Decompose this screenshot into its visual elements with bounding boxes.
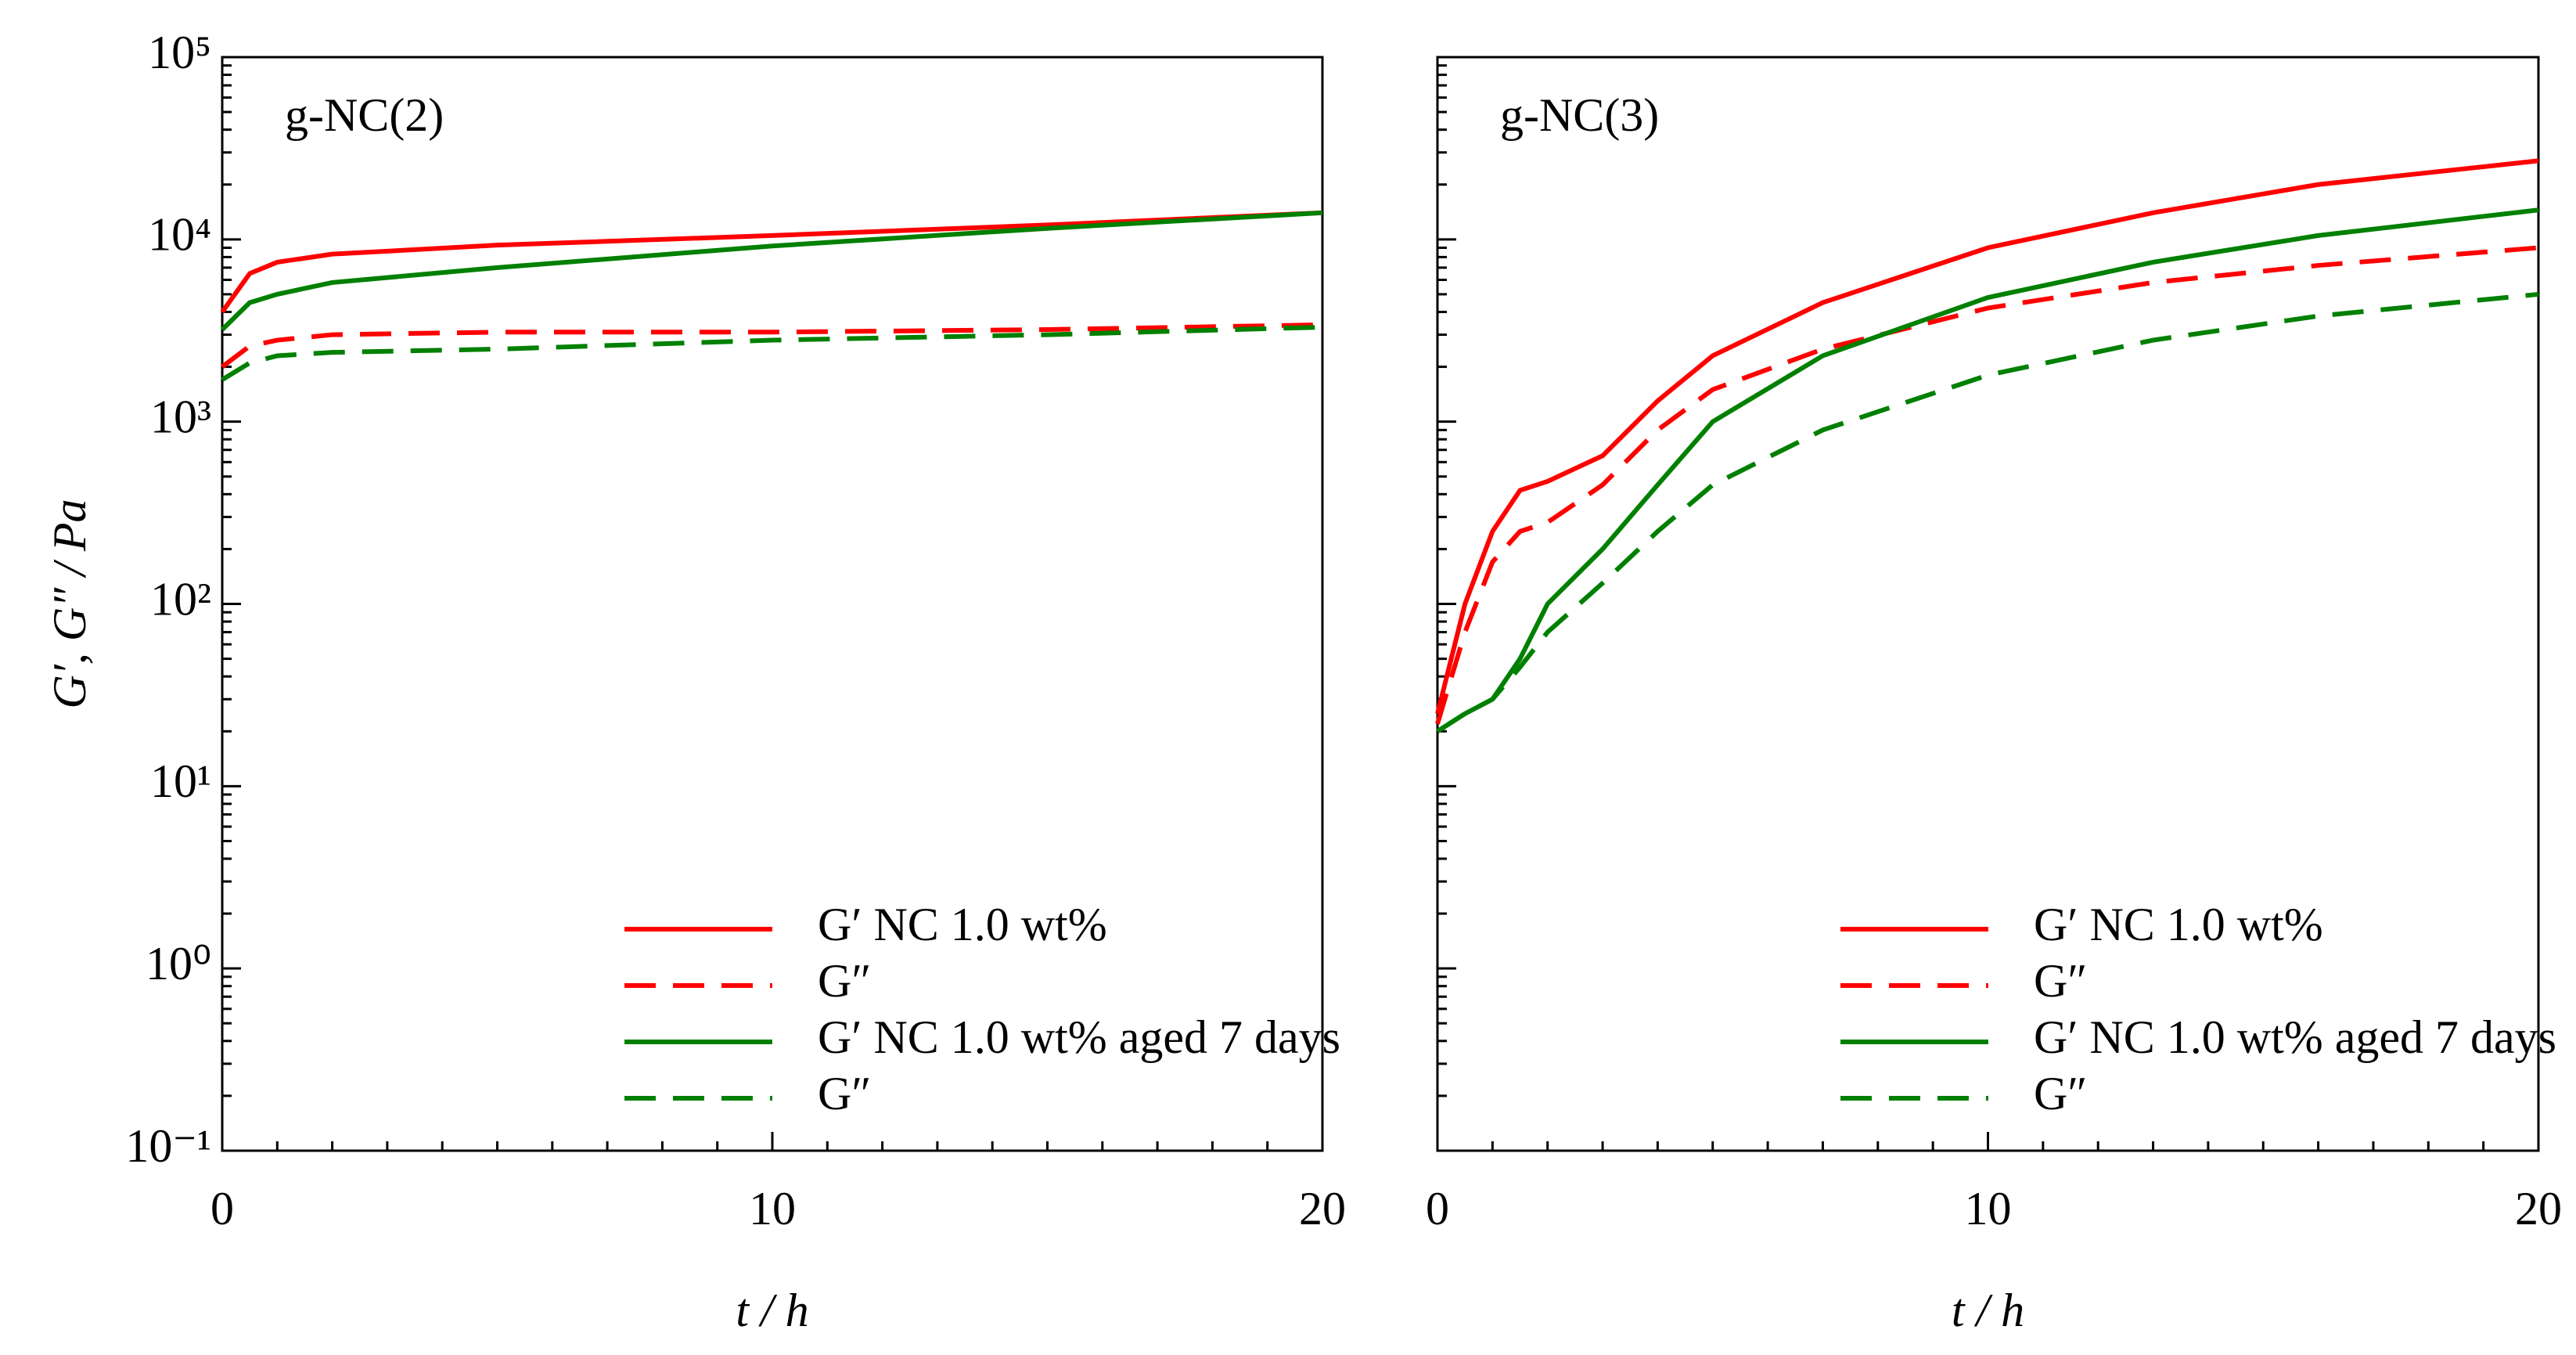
y-axis-label: G′, G″ / Pa (44, 499, 95, 708)
legend-label: G″ (818, 1068, 871, 1119)
x-tick-label: 20 (1299, 1183, 1346, 1234)
legend-label: G′ NC 1.0 wt% (2034, 899, 2323, 950)
legend-label: G″ (2034, 1068, 2087, 1119)
series-line (1435, 158, 2539, 715)
legend-label: G′ NC 1.0 wt% aged 7 days (818, 1011, 1340, 1063)
x-tick-label: 0 (1426, 1183, 1449, 1234)
panel-label: g-NC(3) (1500, 89, 1659, 141)
x-tick-label: 10 (749, 1183, 796, 1234)
series-line (220, 210, 1323, 332)
y-tick-label: 10⁵ (148, 27, 211, 78)
legend-label: G′ NC 1.0 wt% (818, 899, 1107, 950)
series-line (221, 324, 1323, 382)
x-axis-label: t / h (736, 1285, 808, 1336)
legend-label: G′ NC 1.0 wt% aged 7 days (2034, 1011, 2556, 1063)
series-line (220, 210, 1323, 314)
series-line (1435, 245, 2539, 725)
x-tick-label: 20 (2515, 1183, 2562, 1234)
y-tick-label: 10² (150, 573, 211, 625)
x-tick-label: 10 (1965, 1183, 2012, 1234)
y-tick-label: 10¹ (150, 755, 211, 807)
legend-label: G″ (818, 955, 871, 1007)
legend-label: G″ (2034, 955, 2087, 1007)
panel-label: g-NC(2) (285, 89, 444, 141)
x-axis-label: t / h (1952, 1285, 2024, 1336)
y-tick-label: 10⁴ (148, 209, 211, 261)
y-tick-label: 10³ (150, 391, 211, 442)
series-line (1436, 207, 2539, 733)
x-tick-label: 0 (210, 1183, 234, 1234)
y-tick-label: 10⁻¹ (125, 1120, 211, 1172)
y-tick-label: 10⁰ (146, 938, 211, 989)
series-line (1436, 291, 2539, 733)
series-line (221, 322, 1323, 369)
